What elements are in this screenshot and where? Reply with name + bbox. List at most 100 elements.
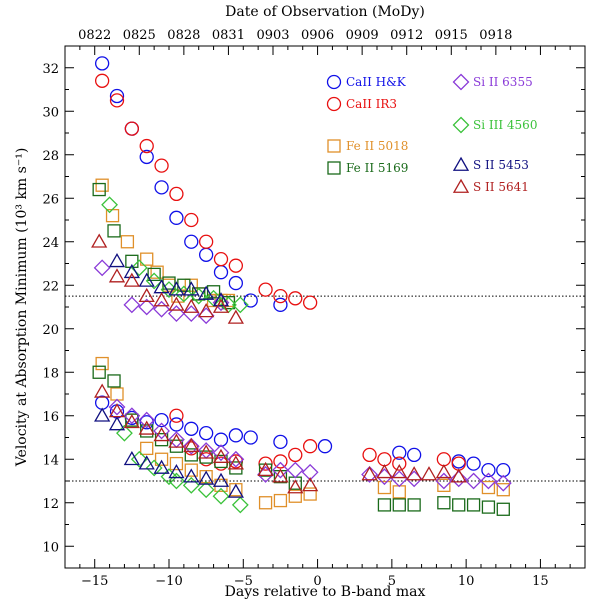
data-point-circle (392, 445, 407, 460)
data-point-circle (184, 234, 199, 249)
y-tick-label: 30 (42, 105, 59, 120)
data-point-circle (94, 73, 110, 88)
data-point-diamond (182, 437, 200, 455)
data-point-square (120, 235, 135, 249)
data-point-square (192, 287, 206, 301)
data-point-circle (392, 456, 407, 471)
data-point-diamond (301, 463, 319, 481)
data-point-triangle (450, 468, 467, 483)
data-point-triangle (183, 298, 200, 313)
data-point-triangle (198, 303, 215, 318)
data-point-square (496, 483, 510, 497)
data-point-square (206, 285, 221, 299)
data-point-square (258, 496, 273, 510)
data-point-diamond (272, 461, 289, 479)
data-point-square (452, 498, 466, 512)
data-point-triangle (94, 407, 111, 422)
data-point-circle (362, 447, 377, 463)
data-point-diamond (212, 487, 230, 505)
data-point-circle (258, 282, 273, 297)
data-point-circle (109, 88, 125, 104)
data-point-diamond (405, 470, 423, 488)
data-point-square (437, 478, 451, 493)
legend-marker (326, 96, 342, 112)
legend-label: CaII IR3 (346, 97, 397, 111)
x-tick-label: 0 (313, 574, 321, 589)
y-tick-label: 16 (42, 410, 59, 425)
data-point-circle (288, 447, 303, 463)
legend-marker (326, 74, 342, 90)
data-point-diamond (450, 470, 468, 488)
data-point-circle (139, 149, 154, 165)
y-tick-label: 20 (42, 323, 59, 338)
data-point-square (107, 224, 121, 238)
data-point-diamond (153, 422, 170, 440)
y-tick-label: 26 (42, 192, 59, 207)
data-point-triangle (227, 309, 244, 324)
data-point-triangle (376, 463, 393, 479)
data-point-square (92, 182, 106, 197)
data-point-triangle (123, 272, 140, 287)
top-tick-label: 0909 (346, 28, 379, 43)
data-point-square (140, 424, 154, 438)
data-point-circle (466, 456, 481, 471)
data-point-triangle (183, 468, 200, 483)
data-point-triangle (227, 455, 244, 470)
y-tick-label: 28 (42, 149, 59, 164)
x-tick-label: 15 (532, 574, 549, 589)
data-point-triangle (138, 287, 155, 303)
data-point-square (273, 493, 288, 508)
legend-marker (452, 156, 470, 171)
data-point-square (481, 500, 496, 514)
data-point-triangle (153, 292, 170, 307)
legend-label: CaII H&K (346, 75, 407, 89)
data-point-circle (436, 452, 452, 467)
data-point-circle (228, 275, 244, 291)
legend-label: Fe II 5018 (346, 139, 408, 153)
legend-label: Si III 4560 (473, 118, 537, 132)
y-tick-label: 32 (42, 62, 59, 77)
data-point-square (140, 441, 154, 456)
data-point-circle (169, 210, 184, 225)
data-point-square (169, 456, 184, 471)
data-point-circle (169, 417, 184, 432)
data-point-circle (377, 452, 392, 467)
legend-marker (327, 161, 341, 175)
data-point-diamond (494, 474, 512, 492)
y-tick-label: 14 (42, 453, 59, 468)
data-point-triangle (138, 420, 155, 435)
data-point-circle (184, 421, 199, 436)
data-point-square (92, 365, 106, 379)
data-point-square (107, 374, 121, 388)
data-point-circle (213, 432, 229, 447)
data-point-triangle (108, 403, 126, 418)
data-point-square (184, 278, 198, 292)
y-axis-title: Velocity at Absorption Minimum (10³ km s… (14, 148, 30, 468)
data-point-square (184, 463, 198, 477)
x-axis-title: Days relative to B-band max (225, 584, 426, 599)
data-point-square (407, 498, 421, 512)
data-point-diamond (175, 285, 193, 303)
data-point-square (392, 498, 406, 512)
data-point-triangle (198, 444, 215, 459)
data-point-triangle (302, 477, 319, 492)
data-point-square (377, 480, 392, 495)
legend: CaII H&K CaII IR3 Fe II 5018 Fe II 5169 Si I… (326, 73, 537, 194)
data-point-diamond (390, 470, 408, 488)
data-point-square (466, 498, 481, 512)
data-point-square (377, 498, 392, 512)
data-point-square (140, 252, 154, 266)
data-point-circle (139, 415, 154, 430)
data-point-circle (139, 138, 154, 154)
data-point-triangle (361, 466, 378, 481)
data-point-circle (243, 430, 258, 445)
data-point-square (288, 489, 302, 503)
legend-marker (452, 116, 470, 134)
legend-label: Fe II 5169 (346, 161, 408, 175)
data-point-circle (169, 408, 184, 423)
data-point-diamond (227, 450, 245, 468)
data-point-triangle (168, 463, 185, 479)
data-point-circle (273, 297, 288, 312)
y-tick-label: 10 (42, 540, 59, 555)
data-point-square (110, 387, 124, 401)
